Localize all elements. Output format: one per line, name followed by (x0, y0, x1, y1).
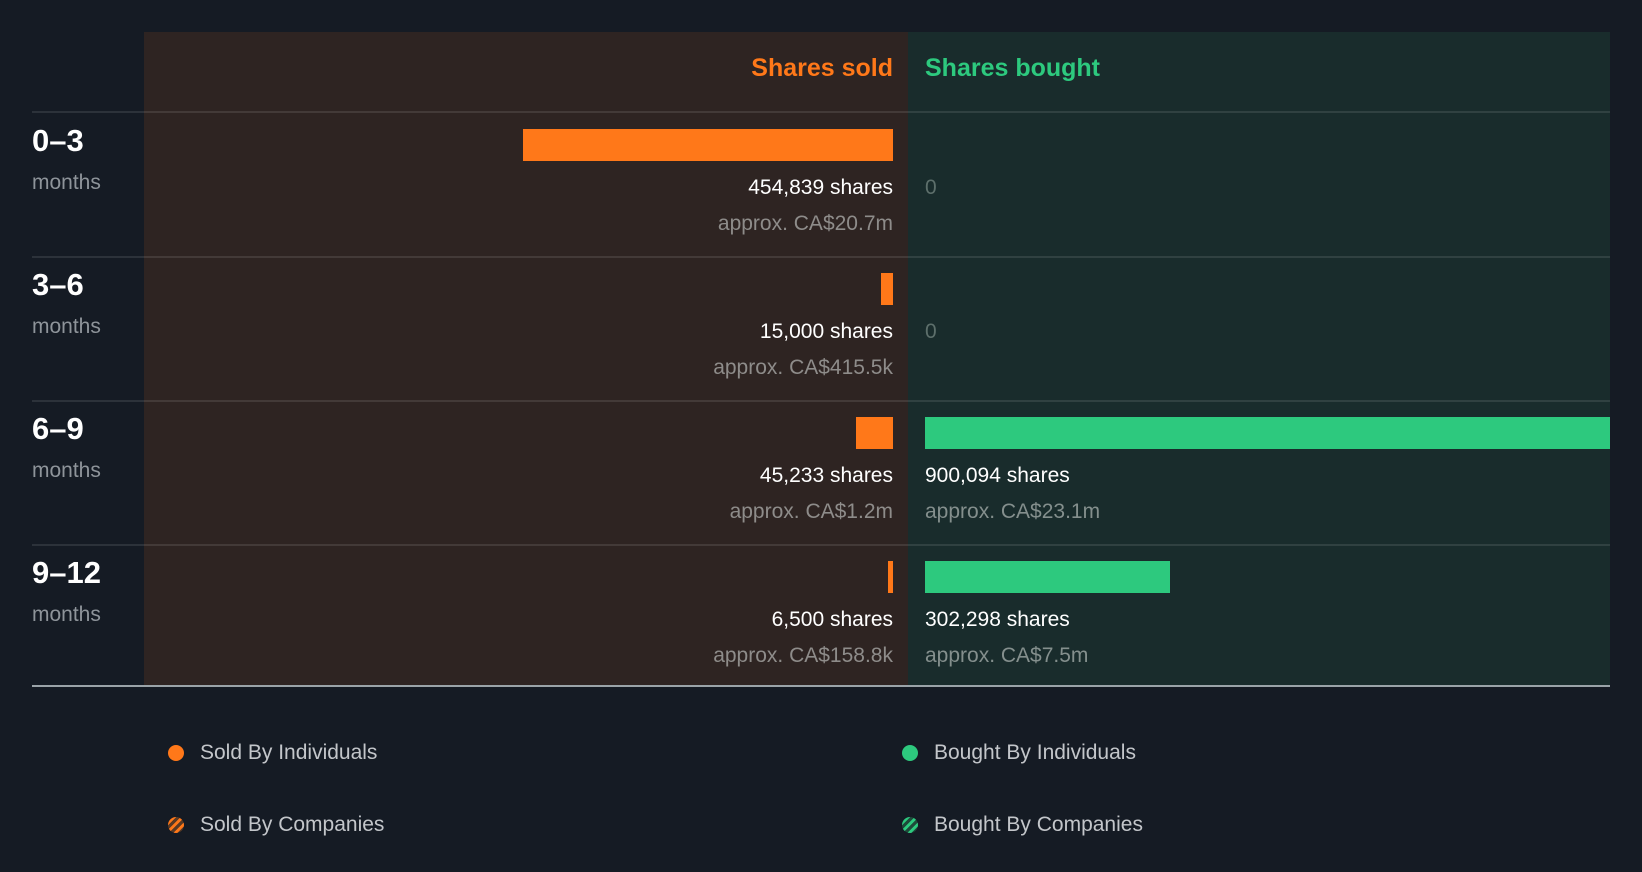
green-dot-icon (902, 745, 918, 761)
legend-bought-companies[interactable]: Bought By Companies (902, 813, 1143, 837)
row-divider (32, 544, 1610, 546)
sold-shares: 454,839 shares (748, 176, 893, 199)
bought-shares: 900,094 shares (925, 464, 1070, 487)
sold-bar[interactable] (881, 273, 893, 305)
legend-label: Bought By Individuals (934, 741, 1136, 764)
bought-value: approx. CA$7.5m (925, 644, 1089, 667)
row-divider (32, 256, 1610, 258)
legend-label: Sold By Companies (200, 813, 385, 836)
sold-shares: 6,500 shares (771, 608, 893, 631)
bought-bar[interactable] (925, 561, 1170, 593)
bought-bar[interactable] (925, 417, 1610, 449)
period-unit: months (32, 459, 101, 482)
legend-bought-individuals[interactable]: Bought By Individuals (902, 741, 1136, 765)
legend-label: Bought By Companies (934, 813, 1143, 836)
sold-value: approx. CA$1.2m (729, 500, 893, 523)
legend-label: Sold By Individuals (200, 741, 378, 764)
green-striped-dot-icon (902, 817, 918, 833)
period-unit: months (32, 603, 101, 626)
period-label: 3–6 (32, 267, 84, 302)
legend-sold-individuals[interactable]: Sold By Individuals (168, 741, 377, 765)
period-row-3-6: 3–6 months 15,000 shares approx. CA$415.… (0, 257, 1642, 401)
sold-value: approx. CA$158.8k (713, 644, 893, 667)
sold-value: approx. CA$20.7m (717, 212, 893, 235)
period-row-0-3: 0–3 months 454,839 shares approx. CA$20.… (0, 113, 1642, 257)
period-label: 6–9 (32, 411, 84, 446)
sold-value: approx. CA$415.5k (713, 356, 893, 379)
orange-dot-icon (168, 745, 184, 761)
orange-striped-dot-icon (168, 817, 184, 833)
chart-baseline (32, 685, 1610, 687)
period-label: 0–3 (32, 123, 84, 158)
bought-shares: 0 (925, 176, 937, 199)
period-row-9-12: 9–12 months 6,500 shares approx. CA$158.… (0, 545, 1642, 689)
period-row-6-9: 6–9 months 45,233 shares approx. CA$1.2m… (0, 401, 1642, 545)
period-unit: months (32, 171, 101, 194)
period-unit: months (32, 315, 101, 338)
bought-shares: 302,298 shares (925, 608, 1070, 631)
row-divider (32, 400, 1610, 402)
sold-shares: 15,000 shares (759, 320, 893, 343)
shares-bought-header: Shares bought (925, 54, 1101, 82)
sold-bar[interactable] (523, 129, 893, 161)
bought-value: approx. CA$23.1m (925, 500, 1101, 523)
header-divider (32, 111, 1610, 113)
period-label: 9–12 (32, 555, 101, 590)
sold-shares: 45,233 shares (759, 464, 893, 487)
sold-bar[interactable] (888, 561, 893, 593)
bought-shares: 0 (925, 320, 937, 343)
shares-sold-header: Shares sold (751, 54, 893, 82)
sold-bar[interactable] (856, 417, 893, 449)
legend-sold-companies[interactable]: Sold By Companies (168, 813, 384, 837)
